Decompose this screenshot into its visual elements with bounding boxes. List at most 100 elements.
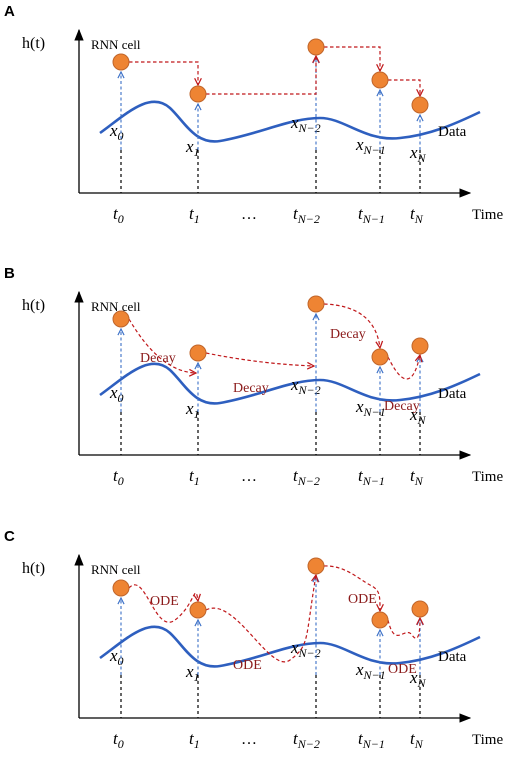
input-label-0-base: x [109, 121, 118, 140]
time-tick-0-base: t [113, 729, 119, 748]
input-label-1: x1 [185, 399, 200, 421]
time-tick-2-sub: N−2 [297, 737, 320, 751]
time-tick-4-sub: N [414, 474, 424, 488]
rnn-node-4 [411, 337, 429, 355]
input-label-4-sub: N [417, 676, 427, 690]
time-tick-0-sub: 0 [118, 212, 124, 226]
input-label-4-base: x [409, 668, 418, 687]
input-label-2-base: x [290, 375, 299, 394]
time-tick-2-sub: N−2 [297, 474, 320, 488]
input-label-1-base: x [185, 137, 194, 156]
panel-b: Bh(t)TimeDatat0t1tN−2tN−1tN…x0x1xN−2xN−1… [4, 265, 503, 488]
time-tick-3-base: t [358, 466, 364, 485]
rnn-node-2 [307, 295, 325, 313]
transition-arrow-3 [387, 355, 420, 380]
y-axis-label: h(t) [22, 35, 45, 52]
time-tick-3-sub: N−1 [362, 474, 385, 488]
input-label-2: xN−2 [290, 375, 321, 397]
input-label-1: x1 [185, 662, 200, 684]
time-tick-0: t0 [113, 466, 124, 488]
rnn-node-1 [189, 85, 207, 103]
input-label-1-sub: 1 [194, 407, 200, 421]
time-tick-4-sub: N [414, 212, 424, 226]
time-tick-2-base: t [293, 466, 299, 485]
time-tick-2-base: t [293, 729, 299, 748]
transition-arrow-0 [129, 61, 198, 85]
time-tick-4: tN [410, 204, 424, 226]
data-curve-label: Data [438, 649, 467, 665]
input-label-3-base: x [355, 135, 364, 154]
op-label-3: Decay [384, 399, 420, 414]
op-label-0: ODE [150, 594, 179, 609]
transition-arrow-2 [323, 565, 380, 611]
time-tick-0: t0 [113, 729, 124, 751]
input-label-3-sub: N−1 [363, 143, 386, 157]
rnn-node-0 [112, 310, 130, 328]
op-label-0: Decay [140, 351, 176, 366]
transition-arrow-0 [128, 584, 198, 623]
time-tick-2-sub: N−2 [297, 212, 320, 226]
time-tick-2: tN−2 [293, 466, 320, 488]
time-tick-2-base: t [293, 204, 299, 223]
time-tick-3-base: t [358, 729, 364, 748]
data-curve-label: Data [438, 124, 467, 140]
transition-arrow-1 [205, 575, 316, 663]
input-label-3: xN−1 [355, 660, 386, 682]
input-label-2-sub: N−2 [298, 121, 321, 135]
time-tick-2: tN−2 [293, 729, 320, 751]
op-label-2: Decay [330, 327, 366, 342]
time-tick-3: tN−1 [358, 729, 385, 751]
rnn-cell-label: RNN cell [91, 562, 141, 577]
rnn-node-3 [371, 71, 389, 89]
time-tick-1: t1 [189, 729, 200, 751]
time-tick-3-sub: N−1 [362, 737, 385, 751]
y-axis-label: h(t) [22, 560, 45, 577]
input-label-3-sub: N−1 [363, 668, 386, 682]
time-tick-4-base: t [410, 466, 416, 485]
time-tick-1-base: t [189, 204, 195, 223]
op-label-3: ODE [388, 662, 417, 677]
ellipsis: … [241, 206, 257, 223]
input-label-3-base: x [355, 660, 364, 679]
op-label-1: Decay [233, 381, 269, 396]
rnn-node-1 [189, 601, 207, 619]
rnn-cell-label: RNN cell [91, 299, 141, 314]
time-tick-0-base: t [113, 204, 119, 223]
time-tick-0: t0 [113, 204, 124, 226]
transition-arrow-3 [388, 79, 420, 96]
input-label-1-sub: 1 [194, 145, 200, 159]
input-label-3: xN−1 [355, 397, 386, 419]
input-label-0-base: x [109, 646, 118, 665]
panel-c: Ch(t)TimeDatat0t1tN−2tN−1tN…x0x1xN−2xN−1… [4, 528, 503, 751]
input-label-4-base: x [409, 143, 418, 162]
time-tick-0-sub: 0 [118, 737, 124, 751]
rnn-node-4 [411, 600, 429, 618]
y-axis-label: h(t) [22, 297, 45, 314]
input-label-2-sub: N−2 [298, 646, 321, 660]
time-tick-0-sub: 0 [118, 474, 124, 488]
input-label-2-base: x [290, 638, 299, 657]
time-tick-4: tN [410, 729, 424, 751]
time-tick-3-base: t [358, 204, 364, 223]
input-label-4: xN [409, 405, 427, 427]
time-tick-4-sub: N [414, 737, 424, 751]
op-label-2: ODE [348, 592, 377, 607]
x-axis-label: Time [472, 207, 503, 223]
rnn-node-0 [112, 579, 130, 597]
input-label-2: xN−2 [290, 113, 321, 135]
time-tick-1: t1 [189, 204, 200, 226]
rnn-node-2 [307, 38, 325, 56]
input-label-2-sub: N−2 [298, 383, 321, 397]
input-label-0-base: x [109, 383, 118, 402]
input-label-2-base: x [290, 113, 299, 132]
input-label-1-base: x [185, 662, 194, 681]
rnn-node-3 [371, 611, 389, 629]
transition-arrow-1 [206, 56, 316, 95]
ellipsis: … [241, 731, 257, 748]
input-label-3-base: x [355, 397, 364, 416]
time-tick-4: tN [410, 466, 424, 488]
op-label-1: ODE [233, 658, 262, 673]
time-tick-1: t1 [189, 466, 200, 488]
data-curve-label: Data [438, 386, 467, 402]
panel-letter: A [4, 3, 15, 20]
